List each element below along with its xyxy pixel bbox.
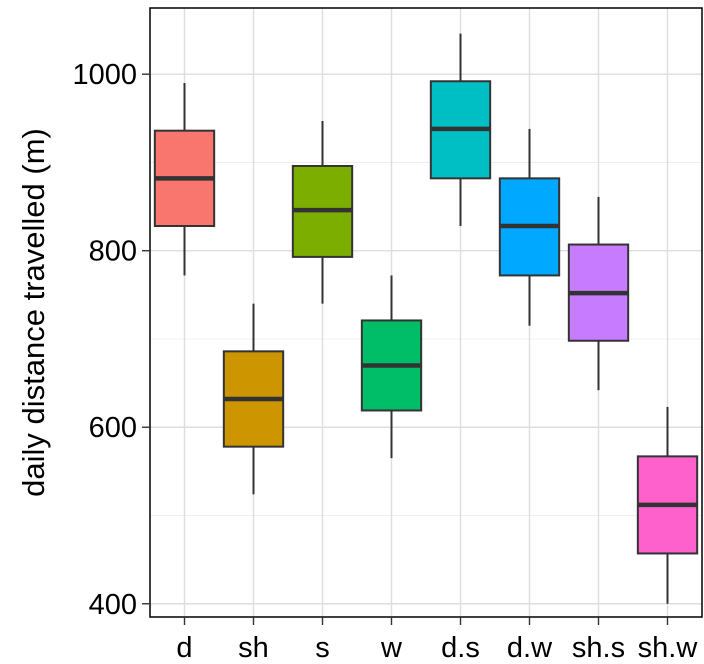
y-tick-label: 400 bbox=[89, 589, 137, 621]
box-sh.w bbox=[636, 406, 699, 604]
x-tick-label: d.w bbox=[507, 632, 553, 664]
x-tick-label: sh.w bbox=[638, 632, 699, 664]
box-d bbox=[153, 83, 216, 276]
y-axis: 400 600 800 1000 bbox=[72, 59, 150, 621]
box-sh bbox=[222, 303, 285, 495]
box-w bbox=[360, 275, 423, 459]
plot-panel-border bbox=[149, 7, 703, 618]
y-tick-label: 800 bbox=[89, 236, 137, 268]
box-sh.s bbox=[567, 196, 630, 391]
x-tick-label: d.s bbox=[441, 632, 480, 664]
x-tick-label: s bbox=[315, 632, 330, 664]
box-d.s bbox=[429, 33, 492, 227]
x-tick-label: sh.s bbox=[572, 632, 625, 664]
y-tick-label: 600 bbox=[89, 412, 137, 444]
x-tick-label: sh bbox=[238, 632, 269, 664]
box-d.w bbox=[498, 128, 561, 326]
boxes-layer bbox=[153, 33, 699, 604]
y-tick-label: 1000 bbox=[72, 59, 137, 91]
box-s bbox=[291, 120, 354, 304]
x-tick-label: d bbox=[176, 632, 192, 664]
y-axis-label: daily distance travelled (m) bbox=[16, 128, 51, 497]
x-axis: d sh s w d.s d.w sh.s sh.w bbox=[176, 617, 698, 664]
x-tick-label: w bbox=[380, 632, 403, 664]
